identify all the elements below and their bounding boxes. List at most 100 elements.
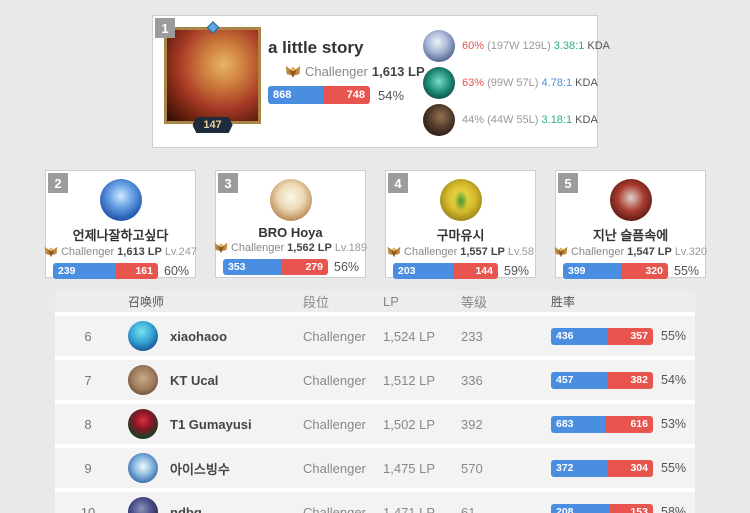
champion-icon[interactable] <box>423 104 455 136</box>
champion-stat-text: 44% (44W 55L) 3.18:1 KDA <box>462 114 598 126</box>
losses-segment: 616 <box>604 415 653 433</box>
table-header-row: 召唤师 段位 LP 等级 胜率 <box>55 290 695 312</box>
rank2-card[interactable]: 2 언제나잘하고싶다 Challenger 1,613 LP Lv.247 23… <box>44 170 198 279</box>
rank-number-badge: 4 <box>388 173 408 193</box>
champion-icon[interactable] <box>423 30 455 62</box>
winloss-bar: 457 382 <box>551 371 653 389</box>
table-row[interactable]: 10 ndbg Challenger 1,471 LP 61 208 153 5… <box>55 492 695 513</box>
losses-count: 748 <box>346 89 365 101</box>
summoner-avatar-image[interactable] <box>128 409 158 439</box>
table-row[interactable]: 6 xiaohaoo Challenger 1,524 LP 233 436 3… <box>55 316 695 356</box>
row-lp: 1,512 LP <box>383 372 436 388</box>
tier-label: Challenger <box>60 246 115 258</box>
tier-line: Challenger 1,547 LP Lv.320 <box>554 246 707 258</box>
champion-record: (44W 55L) <box>487 114 539 126</box>
summoner-name[interactable]: 지난 슬픔속에 <box>592 228 669 243</box>
summoner-name[interactable]: xiaohaoo <box>170 328 228 344</box>
lp-value: 1,613 LP <box>117 246 162 258</box>
tier-label: Challenger <box>230 242 285 254</box>
summoner-avatar-image[interactable] <box>269 179 312 221</box>
row-lp: 1,475 LP <box>383 460 436 476</box>
winloss-bar: 868 748 <box>268 86 370 104</box>
champion-winrate: 63% <box>462 77 485 89</box>
wins-count: 683 <box>556 418 574 430</box>
losses-segment: 279 <box>281 259 328 275</box>
row-level: 336 <box>461 372 483 388</box>
rank3-card[interactable]: 3 BRO Hoya Challenger 1,562 LP Lv.189 35… <box>214 170 368 278</box>
wins-segment: 457 <box>551 371 607 389</box>
summoner-name[interactable]: 구마유시 <box>436 228 485 243</box>
row-rank: 8 <box>84 416 92 432</box>
losses-count: 304 <box>630 462 648 474</box>
winrate-percent: 55% <box>674 264 700 278</box>
winloss-bar: 353 279 <box>223 259 328 275</box>
champion-winrate: 44% <box>462 114 485 126</box>
wins-segment: 683 <box>551 415 605 433</box>
champion-stats-list: 60% (197W 129L) 3.38:1 KDA 63% (99W 57L)… <box>423 30 610 136</box>
summoner-name[interactable]: BRO Hoya <box>258 225 323 240</box>
summoner-name[interactable]: KT Ucal <box>170 372 219 388</box>
champion-stat-row: 60% (197W 129L) 3.38:1 KDA <box>423 30 610 62</box>
wins-count: 436 <box>556 330 574 342</box>
header-level: 等级 <box>461 294 488 310</box>
challenger-crest-icon <box>214 242 228 254</box>
wins-segment: 399 <box>563 263 622 279</box>
winloss-bar: 399 320 <box>563 263 668 279</box>
summoner-avatar-image[interactable] <box>128 497 158 513</box>
winrate-percent: 55% <box>661 461 687 475</box>
winrate-percent: 54% <box>378 87 405 103</box>
row-tier: Challenger <box>303 460 366 476</box>
table-row[interactable]: 8 T1 Gumayusi Challenger 1,502 LP 392 68… <box>55 404 695 444</box>
rank1-summary: a little story Challenger 1,613 LP 868 <box>268 38 425 104</box>
tier-label: Challenger <box>570 246 625 258</box>
level-label: Lv.189 <box>334 242 368 254</box>
rank4-card[interactable]: 4 구마유시 Challenger 1,557 LP Lv.58 203 144 <box>385 170 536 279</box>
summoner-avatar-image[interactable] <box>609 179 652 221</box>
wins-segment: 436 <box>551 327 608 345</box>
winloss-row: 353 279 56% <box>223 259 360 275</box>
rank5-card[interactable]: 5 지난 슬픔속에 Challenger 1,547 LP Lv.320 399… <box>554 170 707 279</box>
winloss-row: 399 320 55% <box>563 263 700 279</box>
losses-count: 382 <box>630 374 648 386</box>
summoner-name[interactable]: 아이스빙수 <box>170 461 230 477</box>
champion-winrate: 60% <box>462 40 485 52</box>
header-lp: LP <box>383 293 399 309</box>
tier-line: Challenger 1,613 LP Lv.247 <box>44 246 198 258</box>
summoner-avatar-image[interactable] <box>99 179 142 221</box>
winrate-percent: 54% <box>661 373 687 387</box>
challenger-crest-icon <box>554 246 568 258</box>
wins-segment: 208 <box>551 503 610 513</box>
summoner-name[interactable]: a little story <box>268 38 364 57</box>
lp-value: 1,557 LP <box>460 246 505 258</box>
wins-count: 208 <box>556 506 574 513</box>
tier-line: Challenger 1,557 LP Lv.58 <box>386 246 535 258</box>
row-rank: 7 <box>84 372 92 388</box>
summoner-avatar-image[interactable] <box>439 179 482 221</box>
wins-segment: 353 <box>223 259 282 275</box>
kda-label: KDA <box>575 114 598 126</box>
table-row[interactable]: 7 KT Ucal Challenger 1,512 LP 336 457 38… <box>55 360 695 400</box>
summoner-name[interactable]: T1 Gumayusi <box>170 416 252 432</box>
table-row[interactable]: 9 아이스빙수 Challenger 1,475 LP 570 372 304 … <box>55 448 695 488</box>
level-label: Lv.247 <box>164 246 198 258</box>
winrate-percent: 53% <box>661 417 687 431</box>
header-tier: 段位 <box>303 294 330 310</box>
lp-value: 1,547 LP <box>627 246 672 258</box>
summoner-avatar-image[interactable] <box>128 453 158 483</box>
rank-number-badge: 5 <box>558 173 578 193</box>
summoner-name[interactable]: 언제나잘하고싶다 <box>72 228 169 243</box>
losses-segment: 153 <box>609 503 653 513</box>
champion-icon[interactable] <box>423 67 455 99</box>
summoner-avatar-image[interactable] <box>128 365 158 395</box>
losses-segment: 382 <box>606 371 653 389</box>
rank1-avatar[interactable]: 147 <box>164 21 261 135</box>
wins-count: 399 <box>568 265 586 277</box>
summoner-avatar-image[interactable] <box>128 321 158 351</box>
winrate-percent: 55% <box>661 329 687 343</box>
losses-count: 616 <box>630 418 648 430</box>
champion-stat-text: 63% (99W 57L) 4.78:1 KDA <box>462 77 598 89</box>
summoner-name[interactable]: ndbg <box>170 504 202 513</box>
lp-value: 1,562 LP <box>287 242 332 254</box>
winloss-row: 203 144 59% <box>393 263 530 279</box>
